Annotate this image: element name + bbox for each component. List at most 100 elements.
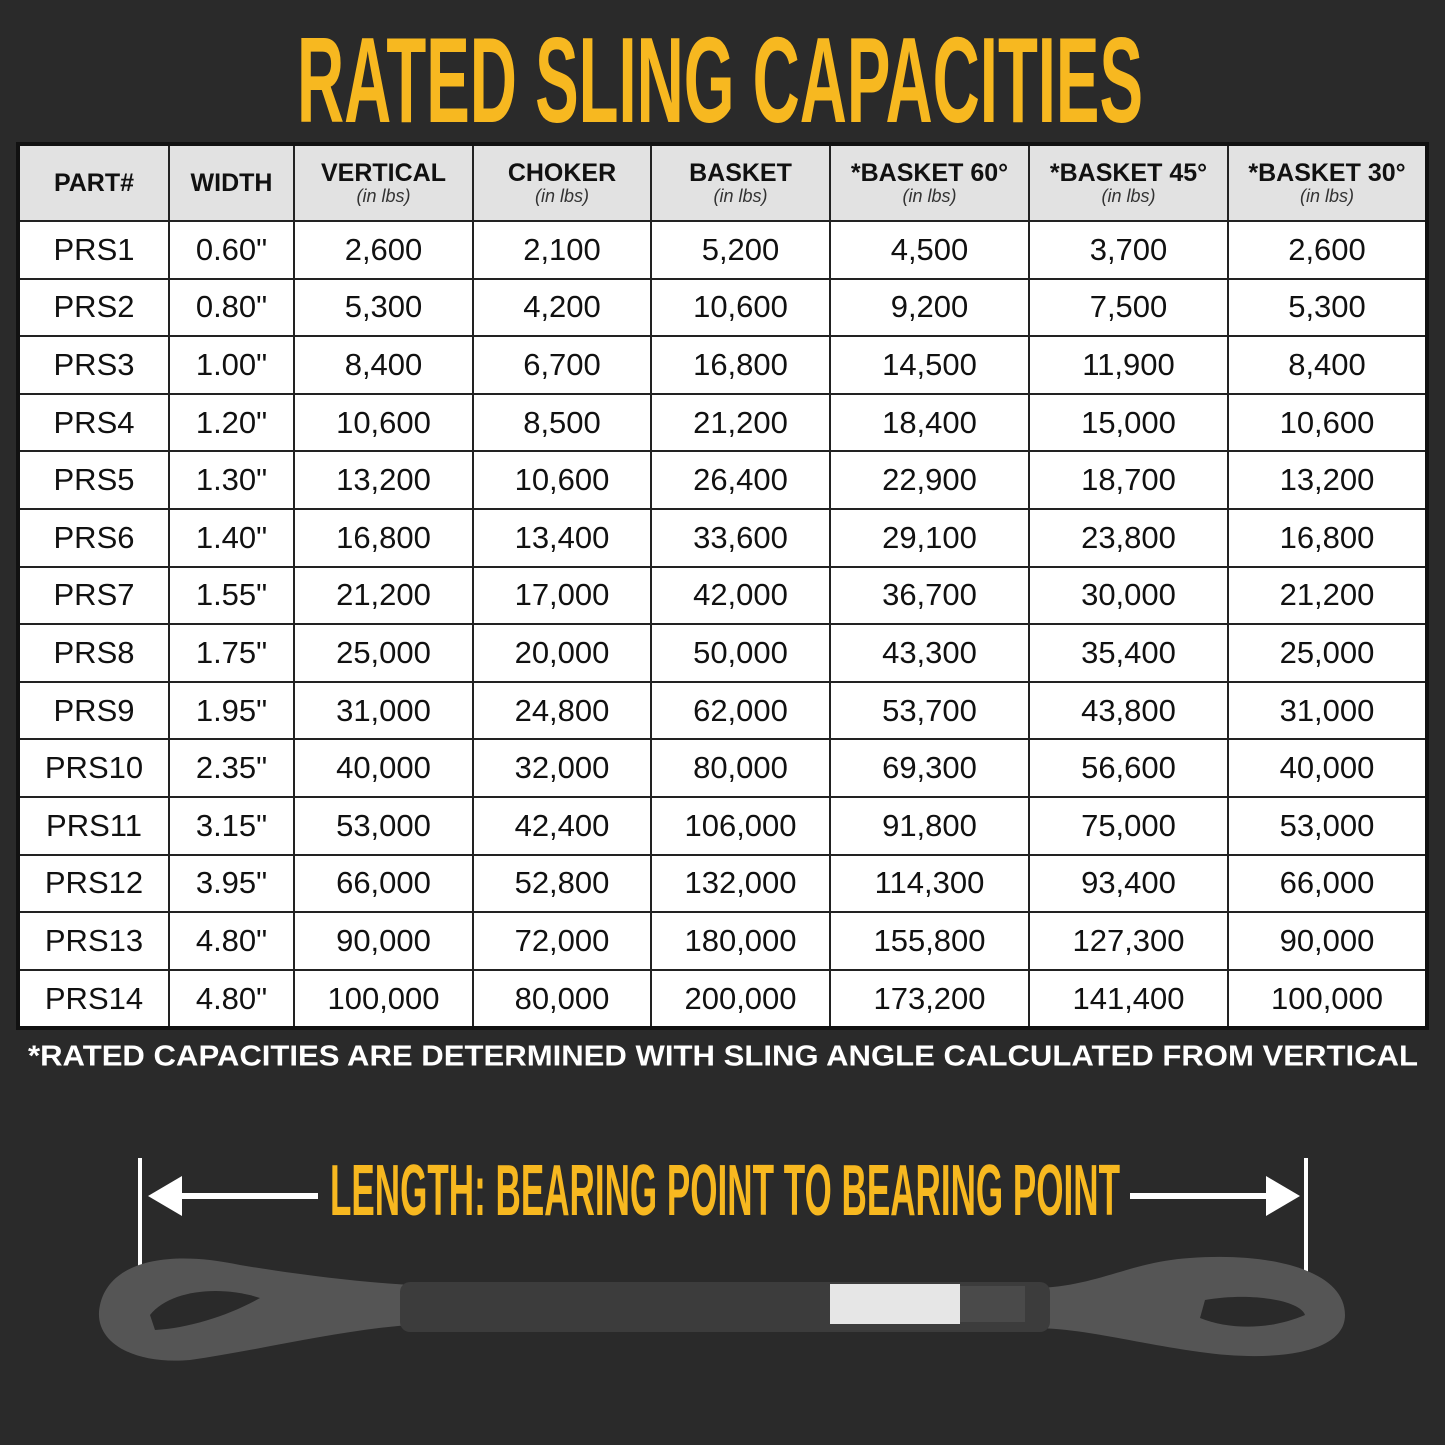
table-cell: 15,000 bbox=[1028, 392, 1229, 453]
table-cell: 106,000 bbox=[650, 795, 831, 856]
table-cell: 8,400 bbox=[1227, 335, 1428, 395]
table-cell: 16,800 bbox=[650, 335, 831, 395]
table-cell: 180,000 bbox=[650, 911, 831, 971]
table-cell: 52,800 bbox=[472, 853, 652, 914]
table-cell: 20,000 bbox=[472, 623, 652, 683]
column-header: WIDTH bbox=[168, 143, 295, 222]
table-cell: 69,300 bbox=[829, 738, 1030, 798]
table-cell: 13,200 bbox=[1227, 450, 1428, 510]
table-cell: PRS7 bbox=[17, 565, 170, 626]
table-cell: 31,000 bbox=[293, 680, 474, 741]
table-row: PRS5 1.30" 13,200 10,600 26,400 22,900 18,700 1… bbox=[17, 450, 1428, 510]
column-name: VERTICAL bbox=[321, 159, 446, 188]
table-row: PRS8 1.75" 25,000 20,000 50,000 43,300 35,400 2… bbox=[17, 623, 1428, 683]
table-cell: 66,000 bbox=[1227, 853, 1428, 914]
table-row: PRS7 1.55" 21,200 17,000 42,000 36,700 30,000 2… bbox=[17, 565, 1428, 626]
column-name: *BASKET 45° bbox=[1049, 159, 1208, 188]
table-cell: 14,500 bbox=[829, 335, 1030, 395]
table-cell: 21,200 bbox=[293, 565, 474, 626]
table-body: PRS1 0.60" 2,600 2,100 5,200 4,500 3,700 2,600 P… bbox=[17, 220, 1428, 1030]
table-cell: 5,300 bbox=[1227, 277, 1428, 338]
column-unit: (in lbs) bbox=[356, 185, 411, 206]
table-cell: 4.80" bbox=[168, 968, 295, 1030]
table-row: PRS3 1.00" 8,400 6,700 16,800 14,500 11,900 8,4… bbox=[17, 335, 1428, 395]
table-cell: 23,800 bbox=[1028, 507, 1229, 568]
table-cell: 31,000 bbox=[1227, 680, 1428, 741]
table-cell: 30,000 bbox=[1028, 565, 1229, 626]
table-cell: 1.95" bbox=[168, 680, 295, 741]
table-cell: 42,400 bbox=[472, 795, 652, 856]
column-name: *BASKET 60° bbox=[850, 159, 1009, 188]
table-cell: 40,000 bbox=[1227, 738, 1428, 798]
table-cell: 25,000 bbox=[1227, 623, 1428, 683]
table-cell: 127,300 bbox=[1028, 911, 1229, 971]
table-cell: 173,200 bbox=[829, 968, 1030, 1030]
table-row: PRS10 2.35" 40,000 32,000 80,000 69,300 56,600… bbox=[17, 738, 1428, 798]
table-cell: 8,400 bbox=[293, 335, 474, 395]
table-cell: 21,200 bbox=[650, 392, 831, 453]
footnote: *RATED CAPACITIES ARE DETERMINED WITH SL… bbox=[28, 1041, 1418, 1073]
table-cell: 53,700 bbox=[829, 680, 1030, 741]
column-header: BASKET (in lbs) bbox=[650, 143, 831, 222]
table-cell: 16,800 bbox=[1227, 507, 1428, 568]
column-name: CHOKER bbox=[507, 159, 617, 188]
header-row: PART# WIDTH VERTICAL (in lbs) CHOKER (in lbs)… bbox=[17, 143, 1428, 222]
table-cell: 1.20" bbox=[168, 392, 295, 453]
column-header: PART# bbox=[17, 143, 170, 222]
table-cell: 21,200 bbox=[1227, 565, 1428, 626]
column-unit: (in lbs) bbox=[1101, 185, 1156, 206]
column-unit: (in lbs) bbox=[902, 185, 957, 206]
table-cell: 1.40" bbox=[168, 507, 295, 568]
table-cell: PRS3 bbox=[17, 335, 170, 395]
table-cell: PRS1 bbox=[17, 220, 170, 280]
table-cell: 66,000 bbox=[293, 853, 474, 914]
table-cell: 2,600 bbox=[1227, 220, 1428, 280]
table-cell: 24,800 bbox=[472, 680, 652, 741]
table-cell: 155,800 bbox=[829, 911, 1030, 971]
column-header: CHOKER (in lbs) bbox=[472, 143, 652, 222]
table-cell: 5,300 bbox=[293, 277, 474, 338]
column-header: *BASKET 45° (in lbs) bbox=[1028, 143, 1229, 222]
table-row: PRS1 0.60" 2,600 2,100 5,200 4,500 3,700 2,600 bbox=[17, 220, 1428, 280]
table-cell: 141,400 bbox=[1028, 968, 1229, 1030]
table-row: PRS11 3.15" 53,000 42,400 106,000 91,800 75,00… bbox=[17, 795, 1428, 856]
column-header: VERTICAL (in lbs) bbox=[293, 143, 474, 222]
sling-illustration bbox=[98, 1256, 1345, 1361]
table-cell: 1.00" bbox=[168, 335, 295, 395]
table-cell: 32,000 bbox=[472, 738, 652, 798]
table-cell: 40,000 bbox=[293, 738, 474, 798]
table-cell: 35,400 bbox=[1028, 623, 1229, 683]
length-label: LENGTH: BEARING POINT TO BEARING POINT bbox=[330, 1151, 1120, 1231]
table-cell: 43,800 bbox=[1028, 680, 1229, 741]
table-cell: 90,000 bbox=[293, 911, 474, 971]
table-cell: PRS11 bbox=[17, 795, 170, 856]
column-unit: (in lbs) bbox=[1299, 185, 1354, 206]
table-cell: 2,600 bbox=[293, 220, 474, 280]
table-cell: 36,700 bbox=[829, 565, 1030, 626]
table-cell: 3.95" bbox=[168, 853, 295, 914]
table-cell: 26,400 bbox=[650, 450, 831, 510]
table-cell: 91,800 bbox=[829, 795, 1030, 856]
table-cell: PRS4 bbox=[17, 392, 170, 453]
table-cell: 25,000 bbox=[293, 623, 474, 683]
table-row: PRS6 1.40" 16,800 13,400 33,600 29,100 23,800 1… bbox=[17, 507, 1428, 568]
table-cell: 10,600 bbox=[1227, 392, 1428, 453]
table-cell: 3.15" bbox=[168, 795, 295, 856]
column-header: *BASKET 30° (in lbs) bbox=[1227, 143, 1428, 222]
column-header: *BASKET 60° (in lbs) bbox=[829, 143, 1030, 222]
table-cell: 50,000 bbox=[650, 623, 831, 683]
table-cell: 2.35" bbox=[168, 738, 295, 798]
table-cell: 22,900 bbox=[829, 450, 1030, 510]
table-cell: 1.30" bbox=[168, 450, 295, 510]
table-cell: 4.80" bbox=[168, 911, 295, 971]
table-cell: 17,000 bbox=[472, 565, 652, 626]
table-row: PRS13 4.80" 90,000 72,000 180,000 155,800 127,… bbox=[17, 911, 1428, 971]
table-cell: 0.80" bbox=[168, 277, 295, 338]
table-cell: 6,700 bbox=[472, 335, 652, 395]
table-cell: PRS13 bbox=[17, 911, 170, 971]
table-cell: 0.60" bbox=[168, 220, 295, 280]
table-row: PRS4 1.20" 10,600 8,500 21,200 18,400 15,000 10… bbox=[17, 392, 1428, 453]
capacity-table: PART# WIDTH VERTICAL (in lbs) CHOKER (in lbs)… bbox=[16, 142, 1429, 1031]
